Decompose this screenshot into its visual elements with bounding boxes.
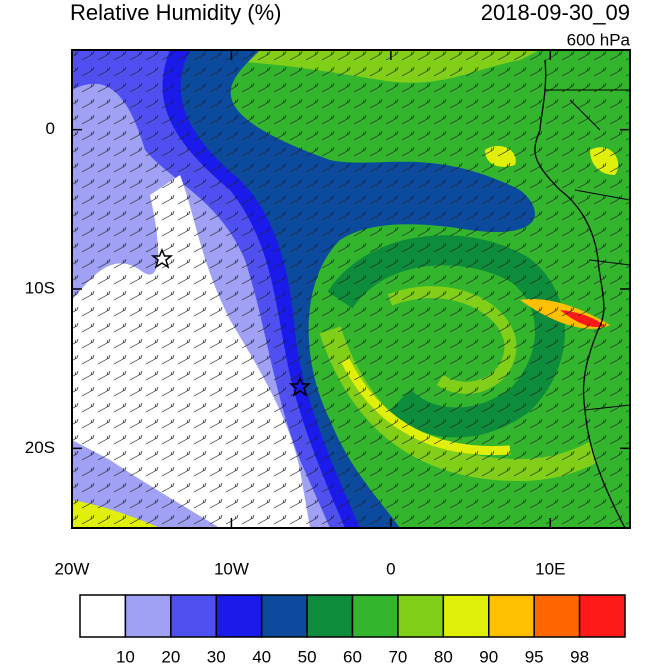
x-tick-label: 0: [386, 559, 395, 578]
colorbar-box: [442, 594, 490, 638]
humidity-field: [72, 50, 630, 528]
coastline: [534, 59, 626, 528]
colorbar-label: 95: [525, 647, 544, 666]
colorbar-box: [397, 594, 445, 638]
colorbar-box: [260, 594, 308, 638]
colorbar-box: [488, 594, 535, 638]
y-tick-label: 20S: [25, 438, 55, 457]
colorbar-label: 10: [116, 647, 135, 666]
colorbar-box: [351, 594, 399, 638]
colorbar-label: 90: [479, 647, 498, 666]
colorbar-box: [306, 594, 354, 638]
x-tick-label: 10E: [535, 559, 565, 578]
colorbar-label: 70: [388, 647, 407, 666]
valid-time: 2018-09-30_09: [481, 0, 630, 25]
colorbar-box: [533, 594, 581, 638]
colorbar-label: 30: [207, 647, 226, 666]
x-tick-label: 10W: [214, 559, 249, 578]
title: Relative Humidity (%): [70, 0, 282, 25]
wind-barbs: [72, 50, 630, 528]
colorbar-label: 20: [161, 647, 180, 666]
x-tick-label: 20W: [55, 559, 90, 578]
colorbar-label: 60: [343, 647, 362, 666]
colorbar-box: [170, 594, 217, 638]
colorbar-box: [79, 594, 127, 638]
colorbar-box: [124, 594, 172, 638]
borders: [545, 89, 630, 411]
colorbar-label: 98: [570, 647, 589, 666]
colorbar-label: 50: [298, 647, 317, 666]
y-tick-label: 10S: [25, 278, 55, 297]
colorbar-box: [578, 594, 626, 638]
pressure-level: 600 hPa: [567, 30, 631, 49]
site-markers: [150, 248, 312, 397]
colorbar-label: 80: [434, 647, 453, 666]
y-tick-label: 0: [46, 119, 55, 138]
colorbar-label: 40: [252, 647, 271, 666]
colorbar-box: [215, 594, 263, 638]
